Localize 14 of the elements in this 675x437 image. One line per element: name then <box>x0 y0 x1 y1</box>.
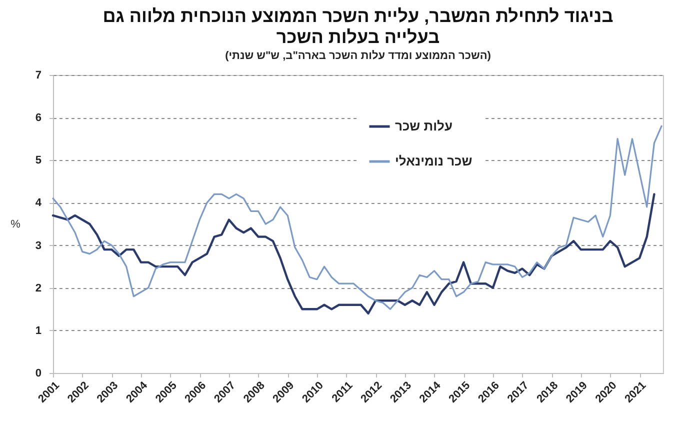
y-tick-label: 4 <box>35 197 42 210</box>
y-axis-title: % <box>10 218 21 230</box>
y-tick-label: 6 <box>35 112 42 124</box>
y-tick-label: 7 <box>35 70 42 82</box>
legend-label: עלות שכר <box>395 118 452 134</box>
chart-subtitle: (השכר הממוצע ומדד עלות השכר בארה"ב, ש"ש שנתי) <box>225 50 492 62</box>
legend-label: שכר נומינאלי <box>395 154 472 168</box>
y-tick-label: 1 <box>35 324 42 337</box>
line-series <box>52 193 656 314</box>
y-tick-label: 5 <box>35 154 42 167</box>
y-tick-label: 3 <box>35 240 42 252</box>
y-tick-label: 2 <box>35 282 42 294</box>
y-tick-label: 0 <box>35 368 42 380</box>
chart-title: בניגוד לתחילת המשבר, עליית השכר הממוצע הנוכחית מלווה גם בעלייה בעלות השכר <box>102 6 614 47</box>
